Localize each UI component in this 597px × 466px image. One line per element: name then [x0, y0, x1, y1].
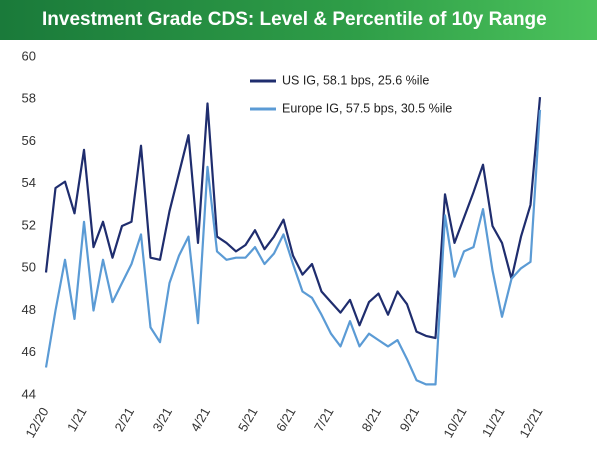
legend-label: US IG, 58.1 bps, 25.6 %ile	[282, 73, 429, 87]
x-tick-label: 1/21	[64, 405, 90, 434]
series-line	[44, 109, 542, 386]
series-line	[44, 97, 542, 340]
x-tick-label: 12/20	[22, 405, 51, 441]
y-tick-label: 60	[22, 48, 36, 63]
legend: US IG, 58.1 bps, 25.6 %ile Europe IG, 57.…	[250, 73, 452, 115]
x-tick-label: 5/21	[235, 405, 261, 434]
x-tick-label: 2/21	[111, 405, 137, 434]
chart-title: Investment Grade CDS: Level & Percentile…	[0, 0, 597, 40]
x-tick-label: 3/21	[149, 405, 175, 434]
x-tick-label: 12/21	[516, 405, 545, 441]
x-tick-label: 11/21	[479, 405, 508, 440]
x-tick-label: 8/21	[358, 405, 384, 434]
x-tick-label: 7/21	[311, 405, 337, 434]
legend-label: Europe IG, 57.5 bps, 30.5 %ile	[282, 101, 452, 115]
y-tick-label: 48	[22, 302, 36, 317]
y-tick-label: 46	[22, 344, 36, 359]
y-tick-label: 44	[22, 386, 36, 401]
x-tick-label: 4/21	[187, 405, 213, 434]
y-tick-label: 54	[22, 175, 36, 190]
y-tick-label: 58	[22, 91, 36, 106]
x-tick-label: 10/21	[440, 405, 469, 441]
x-tick-label: 6/21	[273, 405, 299, 434]
y-tick-label: 50	[22, 260, 36, 275]
x-tick-label: 9/21	[396, 405, 422, 434]
y-tick-label: 52	[22, 217, 36, 232]
y-tick-label: 56	[22, 133, 36, 148]
